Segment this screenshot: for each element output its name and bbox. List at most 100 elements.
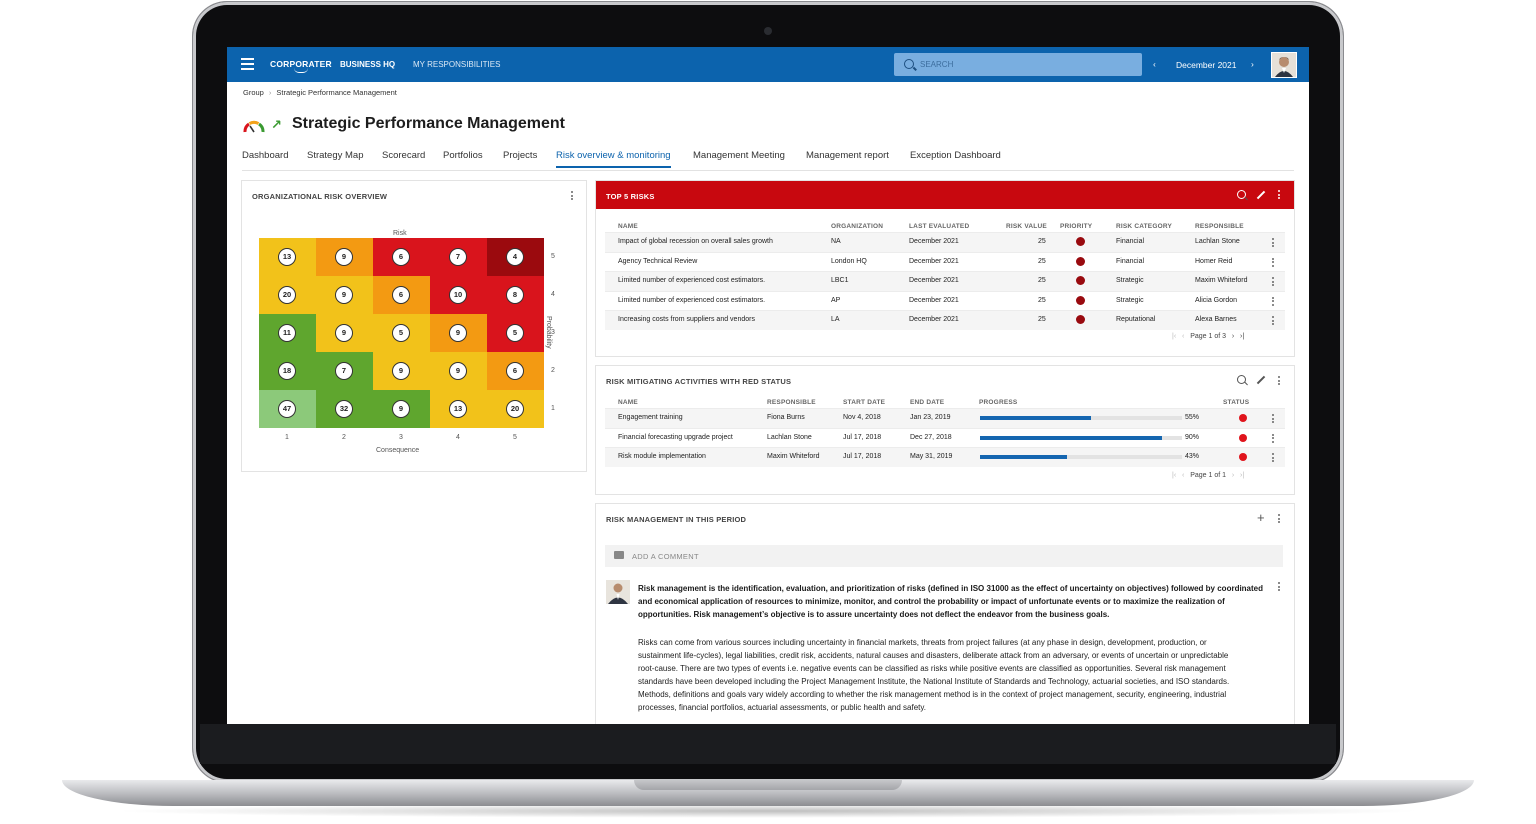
col-end-date: END DATE	[910, 399, 945, 406]
heatmap-cell[interactable]: 7	[430, 238, 487, 276]
search-icon[interactable]	[1237, 190, 1246, 199]
row-more-icon[interactable]	[1272, 257, 1275, 269]
heatmap-cell[interactable]: 13	[430, 390, 487, 428]
first-page-icon[interactable]: |‹	[1172, 333, 1177, 340]
edit-pencil-icon[interactable]	[1256, 190, 1266, 200]
last-page-icon[interactable]: ›|	[1240, 472, 1245, 479]
corporater-logo[interactable]: CORPORATER	[270, 59, 332, 73]
last-page-icon[interactable]: ›|	[1240, 333, 1245, 340]
user-avatar[interactable]	[1271, 52, 1297, 78]
search-input[interactable]: SEARCH	[894, 53, 1142, 76]
comment-author-avatar	[606, 580, 630, 604]
heatmap-cell[interactable]: 9	[373, 352, 430, 390]
comment-paragraph-2: Risks can come from various sources incl…	[638, 636, 1229, 714]
heatmap-cell[interactable]: 9	[316, 238, 373, 276]
heatmap-y-tick: 4	[551, 291, 555, 298]
tab-risk-overview[interactable]: Risk overview & monitoring	[556, 150, 671, 168]
heatmap-cell[interactable]: 6	[373, 238, 430, 276]
cell-responsible: Homer Reid	[1195, 257, 1233, 265]
heatmap-cell[interactable]: 10	[430, 276, 487, 314]
heatmap-cell[interactable]: 20	[259, 276, 316, 314]
comment-more-icon[interactable]	[1278, 582, 1281, 593]
mitigating-title: RISK MITIGATING ACTIVITIES WITH RED STAT…	[606, 377, 792, 386]
heatmap-cell[interactable]: 9	[316, 276, 373, 314]
heatmap-cell[interactable]: 6	[373, 276, 430, 314]
tab-dashboard[interactable]: Dashboard	[242, 150, 289, 161]
next-page-icon[interactable]: ›	[1231, 472, 1235, 479]
nav-business-hq[interactable]: BUSINESS HQ	[340, 60, 396, 69]
risk-overview-more-icon[interactable]	[571, 191, 574, 202]
chevron-left-icon[interactable]: ‹	[1153, 59, 1156, 69]
heatmap-count: 6	[506, 362, 524, 380]
heatmap-cell[interactable]: 5	[487, 314, 544, 352]
add-plus-icon[interactable]: +	[1257, 510, 1265, 525]
mitigating-activities-card: RISK MITIGATING ACTIVITIES WITH RED STAT…	[595, 365, 1295, 495]
table-row[interactable]: Engagement training Fiona Burns Nov 4, 201…	[605, 408, 1285, 428]
tab-scorecard[interactable]: Scorecard	[382, 150, 426, 161]
first-page-icon[interactable]: |‹	[1172, 472, 1177, 479]
page-title: Strategic Performance Management	[292, 115, 565, 132]
heatmap-count: 5	[392, 324, 410, 342]
heatmap-cell[interactable]: 4	[487, 238, 544, 276]
heatmap-cell[interactable]: 8	[487, 276, 544, 314]
hamburger-menu-icon[interactable]	[241, 58, 254, 70]
table-row[interactable]: Financial forecasting upgrade project Lac…	[605, 427, 1285, 448]
row-more-icon[interactable]	[1272, 277, 1275, 288]
row-more-icon[interactable]	[1272, 453, 1275, 464]
row-more-icon[interactable]	[1272, 238, 1275, 249]
heatmap-cell[interactable]: 11	[259, 314, 316, 352]
table-row[interactable]: Impact of global recession on overall sa…	[605, 232, 1285, 252]
heatmap-cell[interactable]: 20	[487, 390, 544, 428]
breadcrumb-group[interactable]: Group	[243, 88, 264, 97]
breadcrumb-separator-icon: ›	[268, 88, 272, 97]
priority-indicator-icon	[1076, 315, 1085, 324]
heatmap-cell[interactable]: 7	[316, 352, 373, 390]
prev-page-icon[interactable]: ‹	[1182, 472, 1185, 479]
tab-portfolios[interactable]: Portfolios	[443, 150, 483, 161]
tab-management-meeting[interactable]: Management Meeting	[693, 150, 785, 161]
heatmap-cell[interactable]: 9	[373, 390, 430, 428]
breadcrumb-current[interactable]: Strategic Performance Management	[276, 88, 397, 97]
top5-more-icon[interactable]	[1278, 190, 1281, 201]
cell-date: December 2021	[909, 296, 959, 304]
heatmap-cell[interactable]: 9	[430, 314, 487, 352]
heatmap-cell[interactable]: 32	[316, 390, 373, 428]
row-more-icon[interactable]	[1272, 296, 1275, 308]
prev-page-icon[interactable]: ‹	[1182, 333, 1185, 340]
table-row[interactable]: Risk module implementation Maxim Whitefor…	[605, 447, 1285, 467]
next-page-icon[interactable]: ›	[1231, 333, 1235, 340]
chevron-right-icon[interactable]: ›	[1251, 59, 1254, 69]
cell-org: NA	[831, 238, 841, 245]
table-row[interactable]: Limited number of experienced cost estim…	[605, 271, 1285, 291]
table-row[interactable]: Limited number of experienced cost estim…	[605, 290, 1285, 311]
add-comment-input[interactable]: ADD A COMMENT	[605, 545, 1283, 567]
cell-org: London HQ	[831, 257, 867, 265]
heatmap-cell[interactable]: 9	[430, 352, 487, 390]
mitigating-more-icon[interactable]	[1278, 376, 1281, 387]
col-responsible: RESPONSIBLE	[767, 399, 816, 406]
heatmap-count: 9	[335, 248, 353, 266]
heatmap-cell[interactable]: 47	[259, 390, 316, 428]
table-row[interactable]: Increasing costs from suppliers and vend…	[605, 310, 1285, 330]
heatmap-cell[interactable]: 5	[373, 314, 430, 352]
search-icon[interactable]	[1237, 375, 1246, 384]
heatmap-cell[interactable]: 6	[487, 352, 544, 390]
table-row[interactable]: Agency Technical Review London HQ December…	[605, 251, 1285, 272]
tab-strategy-map[interactable]: Strategy Map	[307, 150, 364, 161]
heatmap-x-tick: 1	[285, 434, 289, 441]
heatmap-cell[interactable]: 13	[259, 238, 316, 276]
heatmap-cell[interactable]: 18	[259, 352, 316, 390]
row-more-icon[interactable]	[1272, 316, 1275, 327]
period-card-more-icon[interactable]	[1278, 514, 1281, 525]
gauge-icon	[243, 120, 265, 133]
tab-projects[interactable]: Projects	[503, 150, 538, 161]
row-more-icon[interactable]	[1272, 433, 1275, 445]
tab-management-report[interactable]: Management report	[806, 150, 889, 161]
row-more-icon[interactable]	[1272, 414, 1275, 425]
tab-exception-dashboard[interactable]: Exception Dashboard	[910, 150, 1001, 161]
col-priority: PRIORITY	[1060, 223, 1093, 230]
heatmap-cell[interactable]: 9	[316, 314, 373, 352]
heatmap-count: 11	[278, 324, 296, 342]
edit-pencil-icon[interactable]	[1256, 375, 1266, 385]
nav-my-responsibilities[interactable]: MY RESPONSIBILITIES	[413, 60, 501, 69]
